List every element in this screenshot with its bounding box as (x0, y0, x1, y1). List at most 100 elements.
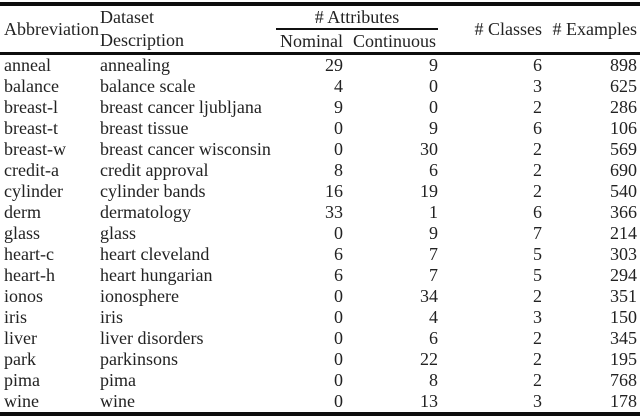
description-cell: heart hungarian (100, 265, 213, 285)
description-cell: pima (100, 370, 136, 390)
table-row: pima pima 0 8 2 768 (0, 370, 640, 391)
examples-cell: 351 (610, 286, 637, 306)
abbreviation-cell: heart-c (4, 244, 54, 264)
abbreviation-cell: iris (4, 307, 28, 327)
table-row: balance balance scale 4 0 3 625 (0, 76, 640, 97)
nominal-cell: 0 (334, 307, 343, 327)
description-cell: breast tissue (100, 118, 189, 138)
continuous-cell: 9 (429, 55, 438, 75)
examples-cell: 150 (610, 307, 637, 327)
continuous-cell: 0 (429, 97, 438, 117)
continuous-cell: 4 (429, 307, 438, 327)
nominal-cell: 16 (325, 181, 343, 201)
abbreviation-cell: derm (4, 202, 41, 222)
column-header-abbreviation: Abbreviation (4, 18, 99, 39)
description-cell: credit approval (100, 160, 209, 180)
classes-cell: 2 (533, 160, 542, 180)
column-header-nominal: Nominal (280, 30, 343, 51)
description-cell: ionosphere (100, 286, 179, 306)
nominal-cell: 0 (334, 118, 343, 138)
classes-cell: 2 (533, 97, 542, 117)
table-row: wine wine 0 13 3 178 (0, 391, 640, 414)
examples-cell: 195 (610, 349, 637, 369)
table-row: anneal annealing 29 9 6 898 (0, 54, 640, 77)
examples-cell: 345 (610, 328, 637, 348)
examples-cell: 106 (610, 118, 637, 138)
continuous-cell: 19 (420, 181, 438, 201)
classes-cell: 5 (533, 244, 542, 264)
continuous-cell: 22 (420, 349, 438, 369)
table-body: anneal annealing 29 9 6 898 balance balance sca… (0, 54, 640, 415)
classes-cell: 3 (533, 76, 542, 96)
nominal-cell: 6 (334, 244, 343, 264)
examples-cell: 898 (610, 55, 637, 75)
dataset-header-line1: Dataset (100, 7, 154, 27)
continuous-cell: 7 (429, 265, 438, 285)
examples-cell: 569 (610, 139, 637, 159)
nominal-cell: 0 (334, 370, 343, 390)
classes-cell: 6 (533, 118, 542, 138)
examples-cell: 303 (610, 244, 637, 264)
abbreviation-cell: breast-l (4, 97, 58, 117)
table-row: iris iris 0 4 3 150 (0, 307, 640, 328)
nominal-cell: 8 (334, 160, 343, 180)
nominal-cell: 0 (334, 391, 343, 411)
table-row: breast-w breast cancer wisconsin 0 30 2 569 (0, 139, 640, 160)
continuous-cell: 8 (429, 370, 438, 390)
description-cell: breast cancer wisconsin (100, 139, 271, 159)
abbreviation-cell: park (4, 349, 36, 369)
continuous-cell: 0 (429, 76, 438, 96)
examples-cell: 768 (610, 370, 637, 390)
continuous-cell: 6 (429, 328, 438, 348)
classes-cell: 7 (533, 223, 542, 243)
examples-cell: 286 (610, 97, 637, 117)
table-row: breast-t breast tissue 0 9 6 106 (0, 118, 640, 139)
nominal-cell: 6 (334, 265, 343, 285)
description-cell: annealing (100, 55, 170, 75)
table-row: breast-l breast cancer ljubljana 9 0 2 286 (0, 97, 640, 118)
header-row-2: Nominal Continuous (0, 29, 640, 54)
nominal-cell: 0 (334, 286, 343, 306)
table-row: liver liver disorders 0 6 2 345 (0, 328, 640, 349)
examples-cell: 625 (610, 76, 637, 96)
description-cell: glass (100, 223, 136, 243)
table-header: Abbreviation Dataset Description # Attri… (0, 4, 640, 54)
abbreviation-cell: wine (4, 391, 39, 411)
description-cell: breast cancer ljubljana (100, 97, 262, 117)
classes-cell: 2 (533, 349, 542, 369)
table-row: derm dermatology 33 1 6 366 (0, 202, 640, 223)
classes-cell: 2 (533, 139, 542, 159)
column-group-header-attributes: # Attributes (276, 4, 438, 30)
description-cell: cylinder bands (100, 181, 206, 201)
continuous-cell: 1 (429, 202, 438, 222)
abbreviation-cell: credit-a (4, 160, 59, 180)
header-row-1: Abbreviation Dataset Description # Attri… (0, 4, 640, 50)
continuous-cell: 30 (420, 139, 438, 159)
description-cell: dermatology (100, 202, 191, 222)
nominal-cell: 33 (325, 202, 343, 222)
column-header-dataset-description: Dataset Description (96, 4, 276, 54)
abbreviation-cell: heart-h (4, 265, 55, 285)
continuous-cell: 13 (420, 391, 438, 411)
description-cell: wine (100, 391, 135, 411)
classes-cell: 2 (533, 328, 542, 348)
classes-cell: 2 (533, 286, 542, 306)
description-cell: liver disorders (100, 328, 204, 348)
table-row: glass glass 0 9 7 214 (0, 223, 640, 244)
nominal-cell: 0 (334, 328, 343, 348)
examples-cell: 214 (610, 223, 637, 243)
abbreviation-cell: breast-w (4, 139, 66, 159)
continuous-cell: 9 (429, 223, 438, 243)
examples-cell: 366 (610, 202, 637, 222)
abbreviation-cell: breast-t (4, 118, 58, 138)
description-cell: parkinsons (100, 349, 178, 369)
examples-cell: 690 (610, 160, 637, 180)
classes-cell: 3 (533, 391, 542, 411)
column-header-continuous: Continuous (352, 30, 436, 51)
description-cell: balance scale (100, 76, 196, 96)
classes-cell: 6 (533, 55, 542, 75)
column-header-classes: # Classes (474, 18, 543, 39)
abbreviation-cell: ionos (4, 286, 44, 306)
